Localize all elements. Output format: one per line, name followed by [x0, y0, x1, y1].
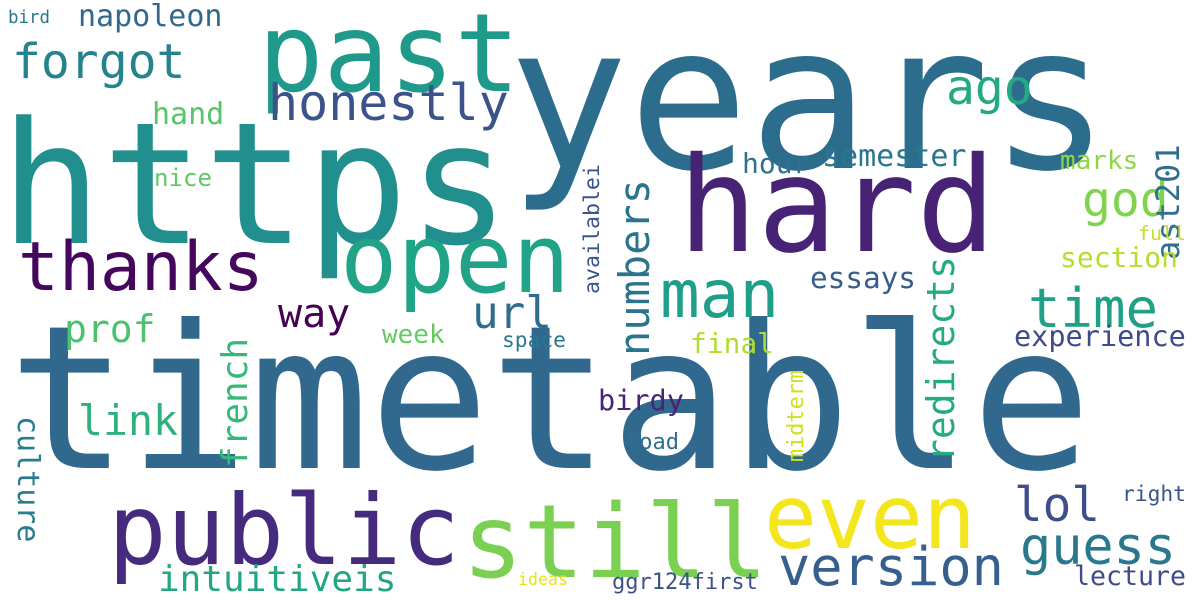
word-past: past	[258, 0, 520, 117]
word-midterm: midterm	[784, 370, 809, 462]
word-space: space	[502, 328, 566, 353]
word-version: version	[778, 535, 1004, 598]
word-section: section	[1060, 241, 1178, 274]
word-nice: nice	[154, 164, 212, 192]
word-load: load	[626, 430, 679, 455]
word-years: years	[508, 0, 1111, 216]
word-right: right	[1122, 482, 1186, 507]
word-napoleon: napoleon	[78, 0, 223, 34]
word-lol: lol	[1014, 478, 1100, 533]
word-hour: hour	[742, 147, 810, 180]
word-availablei: availablei	[580, 164, 605, 294]
word-timetable: timetable	[8, 283, 1092, 516]
word-intuitiveis: intuitiveis	[158, 559, 397, 600]
word-even: even	[764, 466, 976, 569]
word-man: man	[660, 256, 780, 333]
word-marks: marks	[1060, 146, 1139, 176]
word-essays: essays	[810, 261, 916, 295]
word-guess: guess	[1020, 517, 1176, 577]
word-link: link	[78, 396, 178, 445]
word-culture: culture	[10, 416, 45, 543]
word-honestly: honestly	[268, 74, 509, 132]
word-french: french	[215, 337, 256, 468]
word-time: time	[1028, 277, 1158, 340]
word-redirects: redirects	[919, 256, 963, 462]
word-hard: hard	[678, 129, 996, 283]
word-birdy: birdy	[598, 383, 684, 417]
word-ggr124first: ggr124first	[612, 570, 758, 595]
word-god: god	[1082, 172, 1169, 228]
word-url: url	[472, 288, 552, 339]
word-open: open	[340, 203, 570, 315]
word-prof: prof	[64, 307, 156, 351]
word-final: final	[690, 327, 774, 360]
word-semester: semester	[822, 139, 967, 174]
word-ideas: ideas	[518, 570, 568, 589]
word-way: way	[278, 291, 351, 337]
word-full: full	[1138, 222, 1186, 245]
word-https: https	[0, 86, 510, 283]
word-bird: bird	[8, 8, 50, 28]
word-hand: hand	[152, 97, 225, 132]
word-ago: ago	[946, 60, 1033, 116]
word-thanks: thanks	[18, 228, 264, 307]
word-numbers: numbers	[610, 178, 659, 356]
word-public: public	[108, 474, 460, 587]
word-experience: experience	[1014, 319, 1186, 353]
word-week: week	[382, 320, 445, 350]
word-lecture: lecture	[1074, 561, 1186, 592]
word-forgot: forgot	[12, 34, 186, 90]
word-still: still	[462, 483, 768, 600]
